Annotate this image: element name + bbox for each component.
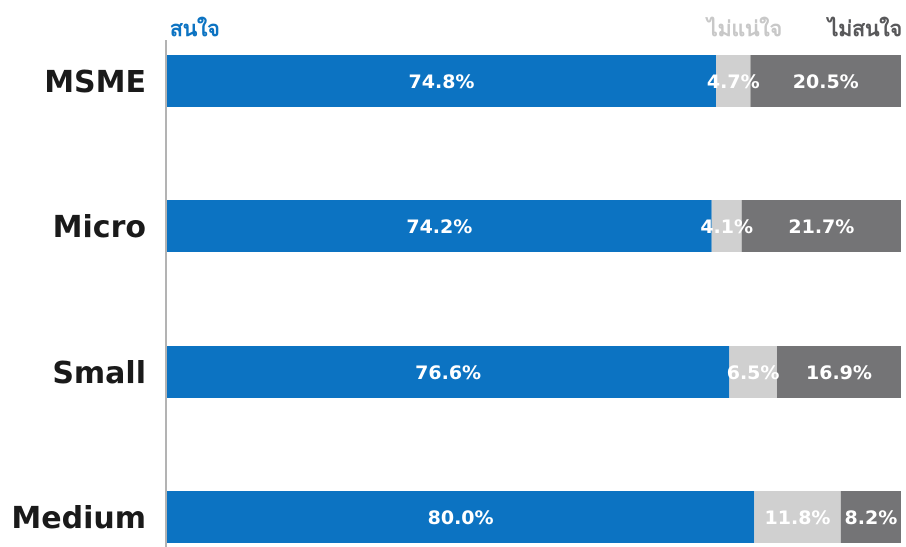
value-label-small-series-0: 76.6%	[415, 362, 481, 384]
bar-msme-series-2	[750, 55, 901, 107]
legend-item-1: ไม่แน่ใจ	[705, 16, 782, 41]
value-label-micro-series-0: 74.2%	[406, 216, 472, 238]
bar-small-series-0	[167, 346, 730, 398]
value-label-small-series-2: 16.9%	[806, 362, 872, 384]
category-label-medium: Medium	[11, 501, 146, 536]
category-labels: MSME Micro Small Medium	[11, 65, 146, 536]
legend: สนใจ ไม่แน่ใจ ไม่สนใจ	[170, 16, 902, 41]
value-label-micro-series-2: 21.7%	[788, 216, 854, 238]
category-label-micro: Micro	[53, 210, 146, 245]
value-label-msme-series-0: 74.8%	[409, 71, 475, 93]
legend-item-0: สนใจ	[170, 16, 220, 41]
bar-medium-series-1	[754, 491, 841, 543]
bar-msme-series-0	[167, 55, 717, 107]
bar-small-series-1	[729, 346, 777, 398]
bar-small-series-2	[776, 346, 901, 398]
value-label-msme-series-1: 4.7%	[707, 71, 760, 93]
bar-medium-series-2	[840, 491, 901, 543]
legend-item-2: ไม่สนใจ	[826, 16, 902, 41]
value-label-medium-series-0: 80.0%	[428, 507, 494, 529]
value-label-msme-series-2: 20.5%	[793, 71, 859, 93]
bar-msme-series-1	[716, 55, 751, 107]
bar-micro-series-1	[711, 200, 742, 252]
value-label-medium-series-2: 8.2%	[845, 507, 898, 529]
bar-micro-series-2	[741, 200, 901, 252]
category-label-msme: MSME	[44, 65, 146, 100]
bars	[167, 55, 901, 543]
bar-micro-series-0	[167, 200, 712, 252]
value-label-small-series-1: 6.5%	[727, 362, 780, 384]
value-label-medium-series-1: 11.8%	[765, 507, 831, 529]
value-labels: 74.8% 4.7% 20.5% 74.2% 4.1% 21.7% 76.6% 6.5% 16.…	[406, 71, 897, 529]
value-label-micro-series-1: 4.1%	[700, 216, 753, 238]
category-label-small: Small	[52, 356, 146, 391]
bar-medium-series-0	[167, 491, 755, 543]
